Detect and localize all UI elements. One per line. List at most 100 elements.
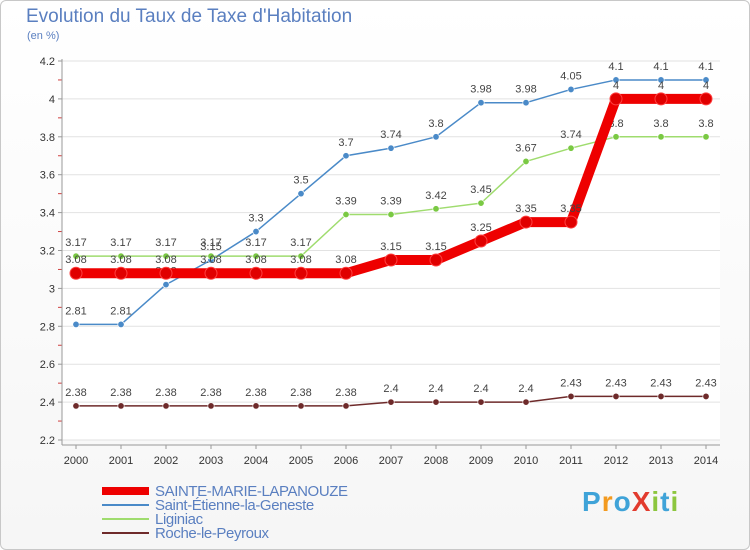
x-tick-label: 2006	[334, 455, 358, 467]
data-label: 3.17	[290, 237, 311, 249]
x-tick-label: 2008	[424, 455, 448, 467]
data-label: 3.15	[425, 241, 446, 253]
data-point	[474, 234, 488, 248]
data-label: 3.08	[200, 254, 221, 266]
data-point	[477, 199, 485, 207]
x-tick-label: 2005	[289, 455, 313, 467]
data-label: 2.43	[605, 377, 626, 389]
data-point	[249, 266, 263, 280]
data-point	[567, 85, 575, 93]
y-tick-label: 2.8	[40, 321, 55, 333]
legend-item-liginiac: Liginiac	[102, 510, 348, 528]
data-label: 2.81	[65, 305, 86, 317]
data-point	[297, 190, 305, 198]
legend-swatch	[102, 487, 149, 495]
data-label: 4	[613, 80, 619, 92]
x-tick-label: 2007	[379, 455, 403, 467]
data-point	[567, 144, 575, 152]
data-label: 3.17	[200, 237, 221, 249]
data-label: 3.3	[248, 213, 263, 225]
data-point	[612, 392, 620, 400]
data-point	[342, 210, 350, 218]
data-point	[432, 133, 440, 141]
data-point	[72, 402, 80, 410]
legend-item-saint-etienne: Saint-Étienne-la-Geneste	[102, 496, 348, 514]
data-label: 2.38	[110, 387, 131, 399]
data-point	[612, 76, 620, 84]
data-label: 3.17	[110, 237, 131, 249]
data-point	[72, 252, 80, 260]
legend-label: Roche-le-Peyroux	[155, 524, 269, 542]
x-tick-label: 2004	[244, 455, 268, 467]
y-tick-label: 3.4	[40, 208, 55, 220]
data-label: 3.35	[560, 203, 581, 215]
data-label: 4.1	[698, 61, 713, 73]
data-label: 3.7	[338, 137, 353, 149]
data-point	[297, 252, 305, 260]
data-label: 3.45	[470, 184, 491, 196]
logo-letter: o	[613, 486, 632, 517]
y-tick-label: 4.2	[40, 56, 55, 68]
data-label: 2.4	[383, 383, 398, 395]
legend-label: SAINTE-MARIE-LAPANOUZE	[155, 482, 348, 500]
legend-label: Liginiac	[155, 510, 203, 528]
data-label: 4.1	[608, 61, 623, 73]
data-point	[609, 92, 623, 106]
data-label: 3.08	[155, 254, 176, 266]
data-label: 4.05	[560, 70, 581, 82]
y-tick-label: 2.2	[40, 435, 55, 447]
y-tick-label: 3.6	[40, 170, 55, 182]
data-label: 3.39	[380, 195, 401, 207]
x-tick-label: 2001	[109, 455, 133, 467]
data-point	[522, 99, 530, 107]
data-point	[207, 402, 215, 410]
data-label: 3.08	[245, 254, 266, 266]
data-label: 2.38	[155, 387, 176, 399]
data-label: 3.35	[515, 203, 536, 215]
data-point	[387, 210, 395, 218]
data-label: 2.38	[245, 387, 266, 399]
y-tick-label: 3.8	[40, 132, 55, 144]
data-label: 3.17	[155, 237, 176, 249]
data-label: 3.8	[653, 118, 668, 130]
data-label: 3.67	[515, 142, 536, 154]
legend-item-roche: Roche-le-Peyroux	[102, 524, 348, 542]
data-point	[297, 402, 305, 410]
data-label: 2.38	[200, 387, 221, 399]
data-label: 2.38	[65, 387, 86, 399]
data-point	[342, 402, 350, 410]
y-tick-label: 3	[49, 283, 55, 295]
x-tick-label: 2002	[154, 455, 178, 467]
data-point	[117, 320, 125, 328]
data-label: 3.25	[470, 222, 491, 234]
y-tick-label: 4	[49, 94, 55, 106]
series-roche-le-peyroux: 2.38 2.38 2.38 2.38 2.38 2.38 2.38 2.4 2.4 2.4 2.4…	[65, 377, 717, 410]
data-point	[114, 266, 128, 280]
data-point	[519, 215, 533, 229]
logo-letter: P	[582, 486, 602, 517]
data-point	[657, 76, 665, 84]
x-tick-label: 2013	[649, 455, 673, 467]
y-tick-label: 2.6	[40, 359, 55, 371]
legend-label: Saint-Étienne-la-Geneste	[155, 496, 314, 514]
data-point	[699, 92, 713, 106]
chart-legend: SAINTE-MARIE-LAPANOUZE Saint-Étienne-la-…	[102, 482, 348, 542]
data-point	[702, 392, 710, 400]
chart-title: Evolution du Taux de Taxe d'Habitation	[26, 6, 353, 27]
data-point	[429, 253, 443, 267]
data-label: 3.15	[380, 241, 401, 253]
data-point	[657, 133, 665, 141]
data-label: 2.4	[473, 383, 488, 395]
data-label: 3.15	[200, 241, 221, 253]
x-tick-label: 2014	[694, 455, 718, 467]
data-point	[387, 398, 395, 406]
legend-item-sainte-marie: SAINTE-MARIE-LAPANOUZE	[102, 482, 348, 500]
x-tick-label: 2000	[64, 455, 88, 467]
data-point	[522, 398, 530, 406]
x-tick-label: 2012	[604, 455, 628, 467]
data-label: 3.74	[380, 129, 401, 141]
logo-letter: t	[660, 486, 671, 517]
data-point	[72, 320, 80, 328]
data-label: 4	[703, 80, 709, 92]
